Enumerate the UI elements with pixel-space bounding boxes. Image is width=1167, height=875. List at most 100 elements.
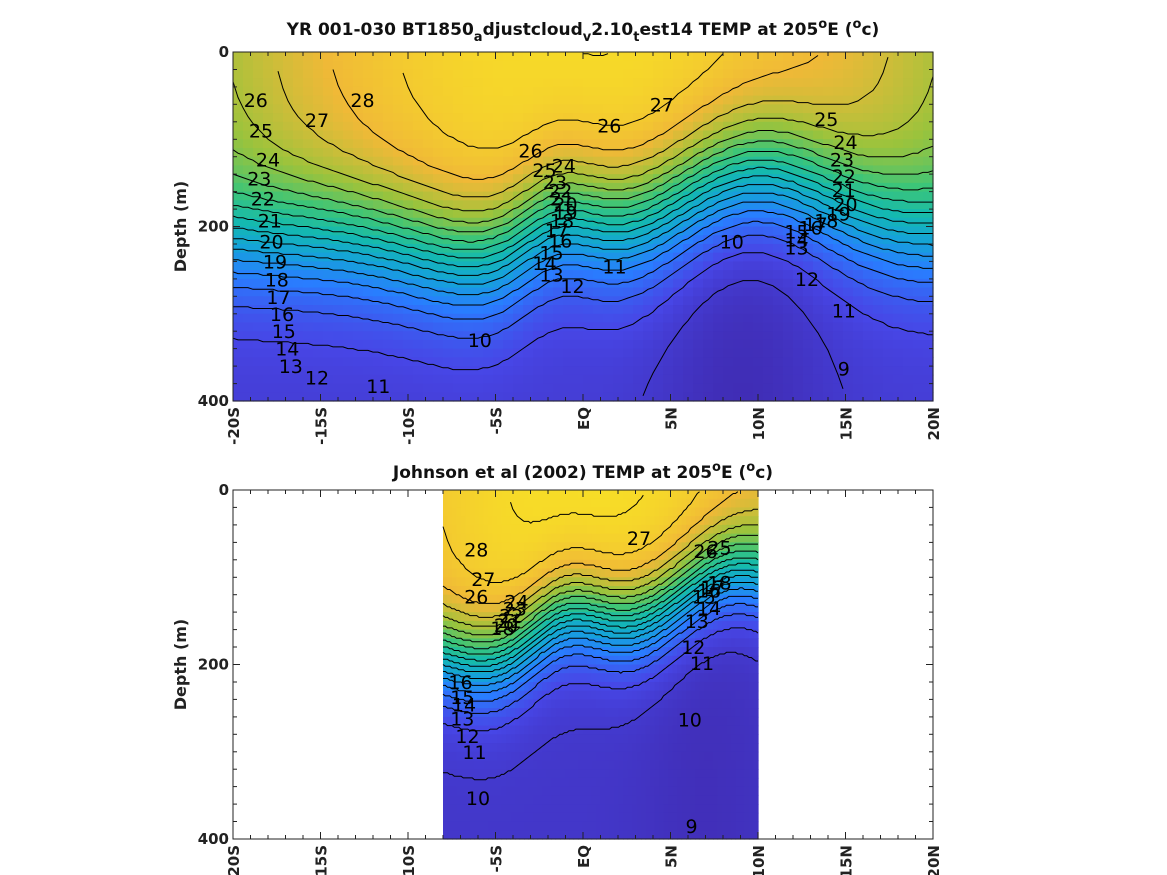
field-cell xyxy=(623,339,634,350)
field-cell xyxy=(903,331,914,341)
field-cell xyxy=(633,313,644,324)
field-cell xyxy=(603,357,614,367)
field-cell xyxy=(253,191,264,201)
field-cell xyxy=(873,226,884,236)
field-cell xyxy=(893,252,904,262)
field-cell xyxy=(627,743,633,753)
field-cell xyxy=(506,716,512,727)
field-cell xyxy=(243,348,254,358)
field-cell xyxy=(773,191,784,201)
field-cell xyxy=(447,795,453,805)
field-cell xyxy=(553,348,564,358)
field-cell xyxy=(587,673,593,683)
field-cell xyxy=(403,374,414,385)
field-cell xyxy=(636,594,642,605)
field-cell xyxy=(573,804,579,814)
field-cell xyxy=(650,786,656,796)
field-cell xyxy=(483,305,494,315)
field-cell xyxy=(323,113,334,123)
field-cell xyxy=(492,507,498,517)
field-cell xyxy=(632,830,638,840)
field-cell xyxy=(614,777,620,788)
field-cell xyxy=(863,217,874,228)
field-cell xyxy=(533,542,539,552)
field-cell xyxy=(519,542,525,552)
field-cell xyxy=(413,78,424,88)
field-cell xyxy=(474,760,480,770)
field-cell xyxy=(533,769,539,779)
field-cell xyxy=(533,777,539,788)
field-cell xyxy=(515,769,521,779)
field-cell xyxy=(863,305,874,315)
field-cell xyxy=(456,751,462,762)
field-cell xyxy=(510,681,516,692)
field-cell xyxy=(253,86,264,97)
field-cell xyxy=(573,209,584,219)
field-cell xyxy=(803,383,814,393)
field-cell xyxy=(483,533,489,543)
field-cell xyxy=(533,209,544,219)
field-cell xyxy=(883,78,894,88)
field-cell xyxy=(492,603,498,613)
field-cell xyxy=(609,490,615,500)
field-cell xyxy=(893,313,904,324)
field-cell xyxy=(343,217,354,228)
field-cell xyxy=(593,113,604,123)
field-cell xyxy=(303,270,314,280)
field-cell xyxy=(723,156,734,167)
field-cell xyxy=(492,498,498,509)
field-cell xyxy=(528,760,534,770)
field-cell xyxy=(653,182,664,193)
field-cell xyxy=(560,533,566,543)
field-cell xyxy=(596,551,602,561)
field-cell xyxy=(703,139,714,149)
field-cell xyxy=(833,322,844,332)
field-cell xyxy=(573,681,579,692)
field-cell xyxy=(313,392,324,402)
field-cell xyxy=(513,78,524,88)
field-cell xyxy=(743,147,754,158)
field-cell xyxy=(653,200,664,210)
field-cell xyxy=(353,383,364,393)
field-cell xyxy=(643,182,654,193)
field-cell xyxy=(546,507,552,517)
field-cell xyxy=(492,690,498,700)
field-cell xyxy=(578,559,584,570)
field-cell xyxy=(537,655,543,666)
field-cell xyxy=(542,507,548,517)
field-cell xyxy=(883,313,894,324)
field-cell xyxy=(578,585,584,596)
field-cell xyxy=(923,348,934,358)
field-cell xyxy=(833,78,844,88)
field-cell xyxy=(393,113,404,123)
field-cell xyxy=(515,716,521,727)
field-cell xyxy=(313,287,324,297)
field-cell xyxy=(582,585,588,596)
field-cell xyxy=(603,287,614,297)
field-cell xyxy=(873,147,884,158)
field-cell xyxy=(243,339,254,350)
field-cell xyxy=(693,383,704,393)
field-cell xyxy=(573,305,584,315)
field-cell xyxy=(293,278,304,289)
field-cell xyxy=(623,69,634,79)
field-cell xyxy=(497,734,503,744)
field-cell xyxy=(503,313,514,324)
field-cell xyxy=(463,348,474,358)
field-cell xyxy=(833,348,844,358)
contour-label: 22 xyxy=(251,189,275,211)
field-cell xyxy=(893,392,904,402)
field-cell xyxy=(333,69,344,79)
contour-label: 22 xyxy=(832,166,856,188)
field-cell xyxy=(673,191,684,201)
field-cell xyxy=(303,182,314,193)
field-cell xyxy=(600,516,606,526)
field-cell xyxy=(560,638,566,648)
field-cell xyxy=(591,551,597,561)
y-tick-label: 200 xyxy=(198,218,229,236)
field-cell xyxy=(569,795,575,805)
field-cell xyxy=(613,348,624,358)
field-cell xyxy=(465,664,471,674)
field-cell xyxy=(423,113,434,123)
